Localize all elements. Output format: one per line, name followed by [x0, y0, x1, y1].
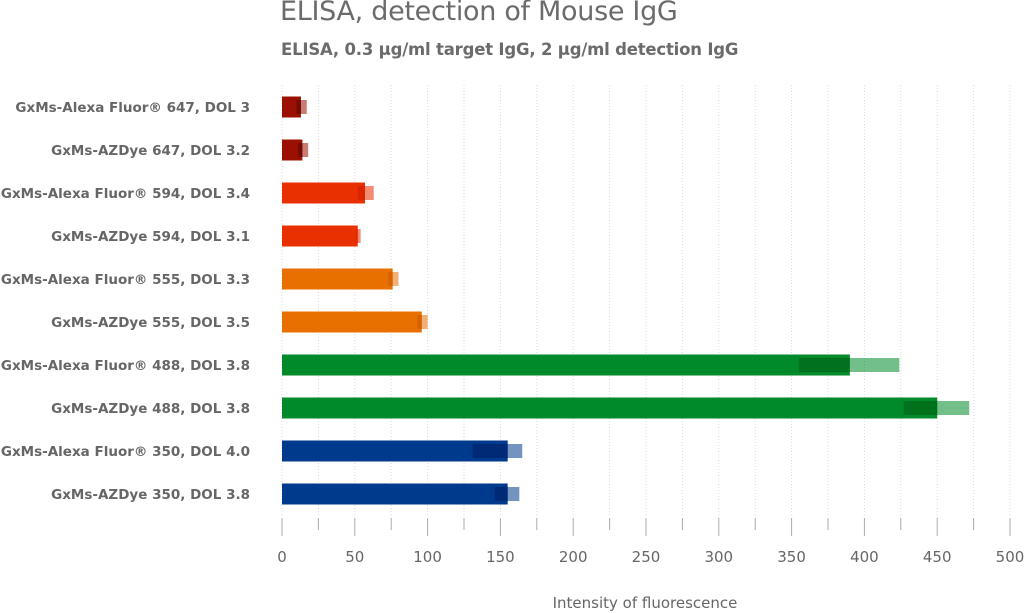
bar — [282, 96, 301, 118]
bar — [282, 182, 365, 204]
category-label: GxMs-Alexa Fluor® 350, DOL 4.0 — [1, 444, 250, 460]
error-bar-overlap — [356, 229, 358, 243]
x-axis: 0 50 100 150 200 250 300 350 400 450 500 — [277, 518, 1024, 566]
x-tick-label: 500 — [996, 548, 1024, 566]
error-bar-overlap — [903, 401, 938, 415]
x-tick-label: 400 — [850, 548, 879, 566]
x-tick-label: 100 — [413, 548, 442, 566]
error-bar-overlap — [494, 487, 508, 501]
x-tick-label: 250 — [632, 548, 661, 566]
bar — [282, 268, 393, 290]
error-bar — [417, 315, 428, 329]
bar — [282, 139, 303, 161]
category-label: GxMs-Alexa Fluor® 488, DOL 3.8 — [1, 358, 250, 374]
x-tick-label: 50 — [345, 548, 364, 566]
bar — [282, 397, 938, 419]
category-label: GxMs-AZDye 555, DOL 3.5 — [51, 315, 250, 331]
bars — [282, 96, 970, 505]
error-bar — [298, 143, 309, 157]
error-bar-overlap — [388, 272, 393, 286]
x-tick-label: 300 — [704, 548, 733, 566]
error-bar-overlap — [472, 444, 508, 458]
error-bar-overlap — [296, 100, 301, 114]
bar — [282, 311, 422, 333]
x-tick-label: 350 — [777, 548, 806, 566]
category-label: GxMs-AZDye 647, DOL 3.2 — [51, 143, 250, 159]
error-bar — [388, 272, 399, 286]
bar — [282, 225, 358, 247]
error-bar — [356, 229, 361, 243]
category-label: GxMs-Alexa Fluor® 647, DOL 3 — [15, 100, 250, 116]
bar — [282, 483, 508, 505]
category-label: GxMs-AZDye 350, DOL 3.8 — [51, 487, 250, 503]
error-bar-overlap — [357, 186, 365, 200]
error-bar-overlap — [298, 143, 303, 157]
error-bar — [296, 100, 307, 114]
x-tick-label: 150 — [486, 548, 515, 566]
category-label: GxMs-AZDye 594, DOL 3.1 — [51, 229, 250, 245]
bar — [282, 440, 508, 462]
chart-title: ELISA, detection of Mouse IgG — [280, 0, 678, 27]
chart-subtitle: ELISA, 0.3 µg/ml target IgG, 2 µg/ml det… — [281, 40, 739, 59]
category-label: GxMs-AZDye 488, DOL 3.8 — [51, 401, 250, 417]
error-bar-overlap — [417, 315, 422, 329]
x-tick-label: 200 — [559, 548, 588, 566]
category-labels: GxMs-Alexa Fluor® 647, DOL 3 GxMs-AZDye 6… — [1, 100, 250, 503]
category-label: GxMs-Alexa Fluor® 594, DOL 3.4 — [1, 186, 250, 202]
error-bar-overlap — [798, 358, 850, 372]
category-label: GxMs-Alexa Fluor® 555, DOL 3.3 — [1, 272, 250, 288]
x-tick-label: 0 — [277, 548, 287, 566]
x-tick-label: 450 — [923, 548, 952, 566]
x-axis-label: Intensity of fluorescence — [553, 594, 738, 612]
bar — [282, 354, 850, 376]
